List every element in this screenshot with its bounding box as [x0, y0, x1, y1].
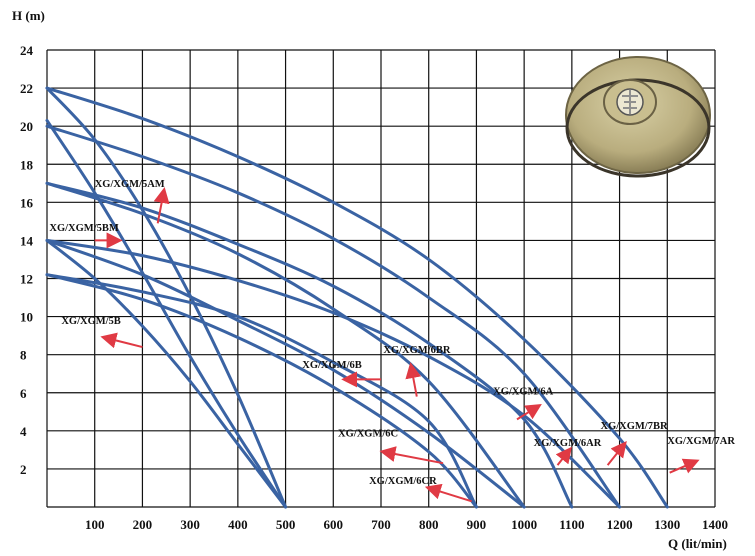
- pump-curve-xg-xgm-7ar: [45, 86, 669, 509]
- pump-curve-xg-xgm-6a: [45, 181, 574, 509]
- x-axis-title: Q (lit/min): [668, 536, 727, 551]
- annotation-label: XG/XGM/6C: [338, 429, 398, 440]
- annotation-label: XG/XGM/6BR: [383, 345, 450, 356]
- x-axis-title-text: Q (lit/min): [668, 536, 727, 551]
- pump-curve-xg-xgm-5b: [45, 238, 288, 509]
- curve-annotation: XG/XGM/6A: [493, 387, 554, 421]
- pump-curve-xg-xgm-6cr: [45, 273, 478, 509]
- x-tick-label: 300: [180, 517, 200, 532]
- y-tick-label: 6: [20, 386, 27, 401]
- x-tick-label: 800: [419, 517, 439, 532]
- curve-annotation: XG/XGM/5BM: [49, 223, 123, 249]
- pump-curve-xg-xgm-6c: [45, 238, 526, 509]
- annotation-label: XG/XGM/6AR: [534, 438, 602, 449]
- annotation-label: XG/XGM/5B: [61, 316, 121, 327]
- curve-annotation: XG/XGM/6CR: [369, 476, 472, 503]
- annotation-arrow: [516, 403, 542, 421]
- x-tick-label: 600: [324, 517, 344, 532]
- annotation-label: XG/XGM/5AM: [95, 179, 165, 190]
- annotation-arrow: [606, 441, 627, 466]
- curve-annotation: XG/XGM/7BR: [600, 421, 668, 466]
- y-tick-label: 16: [20, 195, 34, 210]
- x-tick-label: 1200: [607, 517, 633, 532]
- pump-curve-xg-xgm-5bm: [45, 118, 288, 509]
- annotation-arrow: [424, 483, 472, 503]
- annotation-label: XG/XGM/6A: [493, 387, 553, 398]
- x-tick-label: 100: [85, 517, 105, 532]
- y-tick-label: 18: [20, 157, 34, 172]
- curve-annotation: XG/XGM/6C: [338, 429, 444, 465]
- y-tick-label: 10: [20, 310, 33, 325]
- annotation-label: XG/XGM/7AR: [667, 436, 735, 447]
- annotation-arrow: [669, 458, 700, 474]
- curve-annotation: XG/XGM/5AM: [95, 179, 170, 224]
- annotation-arrow: [379, 446, 444, 465]
- pump-curve-xg-xgm-6b: [45, 273, 478, 509]
- y-tick-label: 22: [20, 81, 33, 96]
- y-axis-title-text: H (m): [12, 8, 45, 23]
- x-tick-label: 900: [467, 517, 487, 532]
- annotation-label: XG/XGM/6B: [302, 360, 362, 371]
- annotation-label: XG/XGM/6CR: [369, 476, 437, 487]
- x-tick-label: 500: [276, 517, 296, 532]
- y-tick-label: 20: [20, 119, 33, 134]
- annotation-arrow: [405, 362, 422, 397]
- pump-curves: [45, 86, 669, 509]
- y-tick-label: 14: [20, 233, 34, 248]
- x-tick-label: 700: [371, 517, 391, 532]
- y-tick-label: 24: [20, 43, 34, 58]
- x-tick-label: 1100: [559, 517, 584, 532]
- pump-curve-xg-xgm-7br: [45, 124, 622, 509]
- annotation-arrow: [100, 332, 143, 349]
- curve-annotation: XG/XGM/6BR: [383, 345, 451, 397]
- impeller-photo: [565, 56, 711, 178]
- annotation-label: XG/XGM/7BR: [600, 421, 667, 432]
- x-tick-label: 1300: [654, 517, 680, 532]
- x-tick-label: 1400: [702, 517, 728, 532]
- y-tick-label: 2: [20, 462, 27, 477]
- curve-annotation: XG/XGM/6B: [302, 360, 381, 388]
- y-tick-label: 8: [20, 348, 27, 363]
- annotation-arrow: [555, 446, 572, 466]
- x-tick-label: 1000: [511, 517, 537, 532]
- curve-annotation: XG/XGM/6AR: [534, 438, 602, 466]
- curve-annotation: XG/XGM/7AR: [667, 436, 735, 474]
- curve-annotation: XG/XGM/5B: [61, 316, 143, 349]
- y-tick-label: 12: [20, 272, 33, 287]
- annotation-label: XG/XGM/5BM: [49, 223, 118, 234]
- y-axis-title: H (m): [12, 8, 45, 23]
- pump-curve-xg-xgm-6br: [45, 181, 526, 509]
- curve-annotations: XG/XGM/5AM XG/XGM/5BM XG/XGM/5B XG/XGM/6B XG…: [49, 179, 735, 503]
- tick-labels: 100 200 300 400 500 600 700 800 900 1000 1100 1200 1…: [20, 43, 728, 532]
- annotation-arrow: [153, 186, 170, 224]
- x-tick-label: 400: [228, 517, 248, 532]
- x-tick-label: 200: [133, 517, 153, 532]
- y-tick-label: 4: [20, 424, 27, 439]
